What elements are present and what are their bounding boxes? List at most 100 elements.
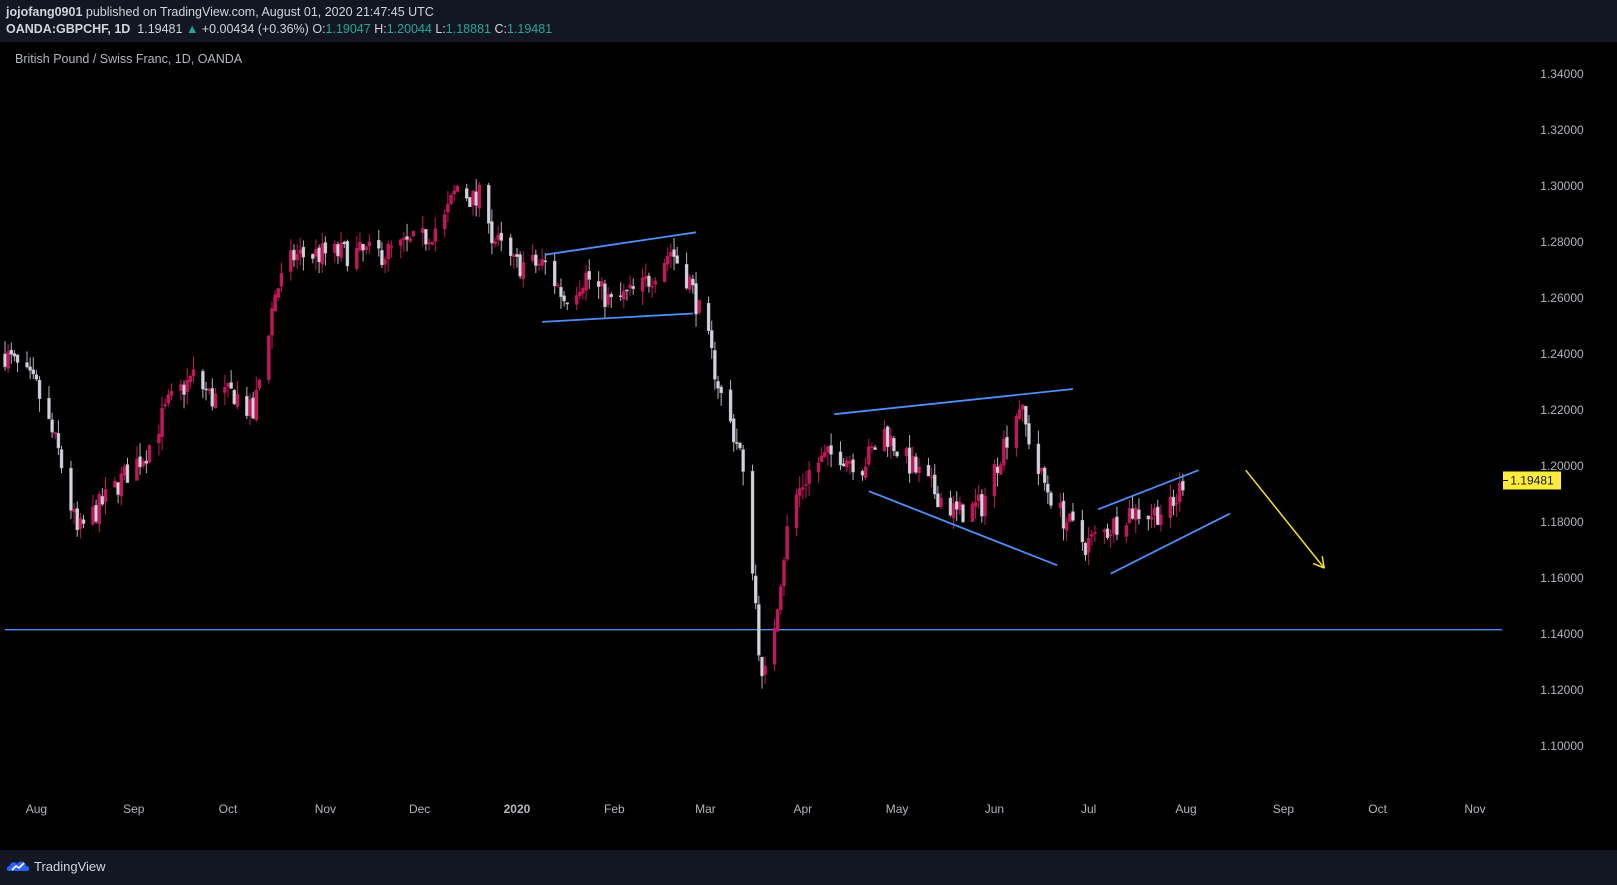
candle-body [738,442,742,449]
candle-body [477,184,481,209]
candle-body [1149,516,1154,520]
candle-body [468,197,472,208]
candle-body [1086,537,1091,553]
candle-body [741,449,745,472]
candle-body [587,271,591,280]
candle-body [245,396,249,416]
candle-body [6,351,10,369]
candle-body [622,290,626,300]
candle-body [411,231,416,237]
candle-body [138,456,142,468]
candle-body [78,518,83,529]
candle-body [317,247,321,263]
candle-body [1049,492,1053,506]
candle-body [606,294,610,305]
candle-body [653,280,657,285]
candle-body [163,404,167,407]
candle-body [311,254,315,259]
candle-body [50,419,54,433]
price-axis[interactable]: 1.34000 1.32000 1.30000 1.28000 1.26000 1.240… [1540,67,1584,753]
published-text: published on TradingView.com, August 01,… [82,5,434,19]
candle-body [867,446,871,465]
candle-body [135,458,139,481]
time-tick-label: 2020 [504,802,531,816]
tradingview-logo[interactable]: TradingView [6,858,106,874]
trendline [542,312,693,323]
candle-body [47,397,51,419]
candle-body [584,272,588,291]
candle-body [251,397,255,419]
footer: TradingView [0,850,1617,885]
time-axis[interactable]: Aug Sep Oct Nov Dec 2020 Feb Mar Apr May Jun Jul Aug… [26,802,1486,816]
candle-body [882,429,887,452]
candle-body [499,232,503,241]
forecast-arrow-head [1321,556,1325,569]
candle-body [926,464,931,477]
candle-body [339,242,343,258]
candle-body [72,509,76,513]
candle-body [474,191,478,206]
candle-body [1071,511,1075,521]
candle-body [763,665,767,675]
candle-body [530,254,535,261]
candle-body [518,254,522,277]
candle-body [97,494,101,525]
candle-body [1159,514,1163,525]
price-tick-label: 1.34000 [1540,67,1584,81]
publisher-name[interactable]: jojofang0901 [6,5,83,19]
candle-body [675,255,679,264]
candle-body [383,259,387,265]
candle-body [904,448,909,457]
high-label: H: [374,22,387,36]
candle-body [823,452,827,458]
candle-body [760,656,764,677]
candle-body [455,185,460,192]
price-tick-label: 1.22000 [1540,403,1584,417]
price-tick-label: 1.26000 [1540,291,1584,305]
candle-body [1174,502,1179,505]
candle-body [955,501,959,510]
candle-body [144,460,149,464]
candle-body [914,456,918,473]
candle-body [336,244,340,257]
candle-body [358,241,362,251]
candle-body [125,464,130,483]
symbol-label: OANDA:GBPCHF, 1D [6,22,131,36]
up-triangle-icon: ▲ [185,22,199,36]
candle-body [757,604,761,656]
chart-area[interactable] [0,42,1617,850]
candle-body [223,387,227,393]
time-tick-label: Jun [985,802,1004,816]
candle-body [618,295,623,297]
candle-body [9,349,13,355]
candle-body [355,248,359,269]
candle-body [631,286,635,289]
candle-body [706,302,711,331]
candle-body [1024,405,1028,425]
candle-body [157,433,161,444]
candle-body [578,291,582,297]
candle-body [543,260,547,263]
candle-body [443,214,447,230]
time-tick-label: Nov [1464,802,1485,816]
candle-body [669,251,673,257]
candle-body [25,362,29,368]
candle-body [596,281,601,287]
candle-body [845,460,849,468]
time-tick-label: Mar [695,802,716,816]
candle-body [424,229,428,245]
candle-body [735,442,739,444]
candle-body [829,445,833,455]
candle-body [207,388,211,391]
time-tick-label: Oct [219,802,238,816]
candle-body [91,506,95,525]
candle-body [870,446,874,448]
candle-body [826,446,830,453]
candle-body [298,249,302,254]
price-chart[interactable]: British Pound / Swiss Franc, 1D, OANDA 1… [0,42,1617,850]
candle-body [34,374,39,380]
candle-body [257,379,262,389]
price-tick-label: 1.28000 [1540,235,1584,249]
candle-body [314,249,318,257]
candle-body [992,463,997,497]
